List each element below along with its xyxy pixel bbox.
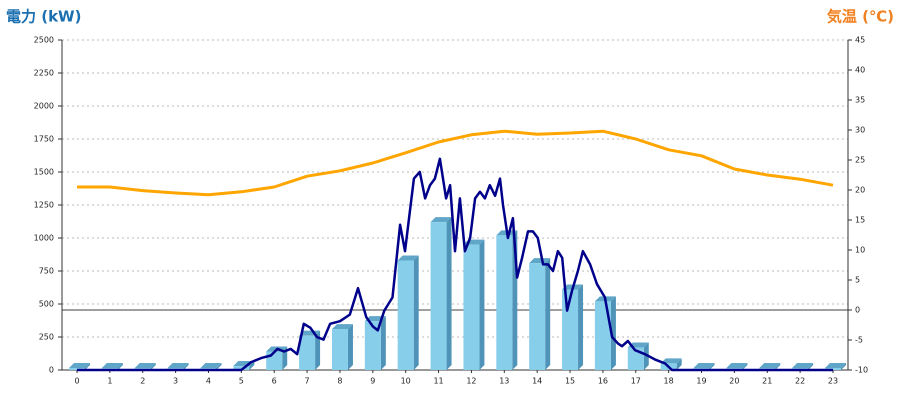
bar-top [101, 363, 123, 369]
bar [594, 301, 611, 370]
y2-tick-label: 40 [855, 66, 865, 75]
bar-top [430, 217, 452, 223]
y2-tick-label: 20 [855, 186, 865, 195]
bar-top [69, 363, 90, 369]
y-tick-label: 2500 [34, 36, 54, 45]
bar-side [216, 363, 222, 370]
bar-side [709, 363, 715, 370]
bar [430, 222, 447, 370]
x-tick-label: 1 [107, 377, 112, 386]
y2-tick-label: 35 [855, 96, 865, 105]
bar-side [578, 284, 584, 370]
bar-side [775, 363, 781, 370]
bar-side [85, 363, 90, 370]
bar [266, 351, 283, 370]
y-tick-label: 0 [49, 366, 54, 375]
x-tick-label: 18 [664, 377, 674, 386]
bar-top [792, 363, 814, 369]
x-tick-label: 12 [466, 377, 476, 386]
bar [529, 263, 546, 370]
bar [299, 335, 316, 370]
x-tick-label: 19 [696, 377, 706, 386]
bar-side [841, 363, 846, 370]
y2-tick-label: 0 [855, 306, 860, 315]
y2-tick-label: -10 [855, 366, 868, 375]
x-tick-label: 8 [337, 377, 342, 386]
bar-side [183, 363, 189, 370]
bar-top [134, 363, 156, 369]
y-tick-label: 1000 [34, 234, 54, 243]
bar-top [167, 363, 189, 369]
bar-side [545, 258, 551, 370]
bar-top [693, 363, 715, 369]
x-tick-label: 21 [762, 377, 772, 386]
y2-tick-label: 10 [855, 246, 865, 255]
y-tick-label: 1750 [34, 135, 54, 144]
x-tick-label: 20 [729, 377, 739, 386]
x-tick-label: 7 [305, 377, 310, 386]
x-tick-label: 15 [565, 377, 575, 386]
bar-top [529, 258, 551, 264]
x-tick-label: 9 [370, 377, 375, 386]
x-tick-label: 0 [74, 377, 79, 386]
x-tick-label: 11 [433, 377, 443, 386]
bar-side [742, 363, 748, 370]
bar-side [380, 316, 386, 370]
bar-side [479, 239, 485, 370]
bar-side [610, 296, 616, 370]
y-tick-label: 1500 [34, 168, 54, 177]
bar-side [413, 255, 419, 370]
x-tick-label: 4 [206, 377, 211, 386]
y-tick-label: 1250 [34, 201, 54, 210]
bar-side [676, 358, 682, 370]
bar-side [150, 363, 156, 370]
y2-tick-label: 25 [855, 156, 865, 165]
x-tick-label: 10 [401, 377, 411, 386]
x-tick-label: 17 [631, 377, 641, 386]
bar [364, 321, 381, 370]
bar-top [200, 363, 222, 369]
y2-tick-label: 45 [855, 36, 865, 45]
y2-tick-label: 5 [855, 276, 860, 285]
bar-side [315, 330, 321, 370]
line [77, 157, 833, 372]
x-tick-label: 13 [499, 377, 509, 386]
bar-side [446, 217, 452, 370]
y2-tick-label: 15 [855, 216, 865, 225]
y-tick-label: 250 [39, 333, 54, 342]
bar-side [347, 324, 353, 370]
y-tick-label: 2250 [34, 69, 54, 78]
bar-top [331, 324, 353, 330]
y-tick-label: 2000 [34, 102, 54, 111]
y2-tick-label: 30 [855, 126, 865, 135]
x-tick-label: 22 [795, 377, 805, 386]
bar-top [397, 255, 419, 261]
y2-axis-title: 気温 (℃) [827, 8, 894, 26]
x-tick-label: 3 [173, 377, 178, 386]
y-tick-label: 750 [39, 267, 54, 276]
x-tick-label: 5 [239, 377, 244, 386]
x-tick-label: 16 [598, 377, 608, 386]
bar-top [759, 363, 781, 369]
bar [397, 260, 414, 370]
y2-tick-label: -5 [855, 336, 863, 345]
bar [233, 366, 250, 370]
x-tick-label: 14 [532, 377, 542, 386]
bar-side [808, 363, 814, 370]
x-tick-label: 2 [140, 377, 145, 386]
line [77, 129, 834, 197]
y-axis-title: 電力 (kW) [6, 8, 81, 26]
x-tick-label: 23 [828, 377, 838, 386]
bar-top [726, 363, 748, 369]
bar-side [117, 363, 123, 370]
bar [463, 244, 480, 370]
bar-top [660, 358, 682, 364]
bar [331, 329, 348, 370]
bar-top [825, 363, 846, 369]
x-tick-label: 6 [272, 377, 277, 386]
y-tick-label: 500 [39, 300, 54, 309]
bar-side [249, 361, 255, 370]
bar [496, 235, 513, 370]
